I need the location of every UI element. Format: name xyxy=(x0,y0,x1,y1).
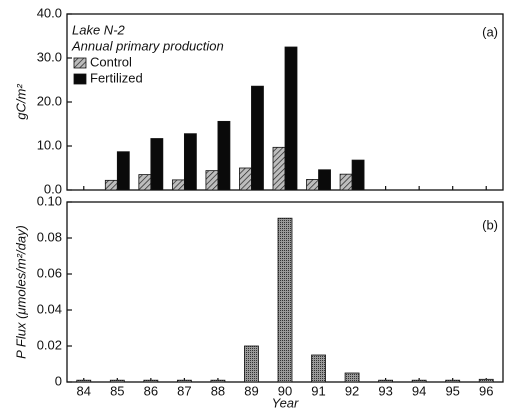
bar xyxy=(318,169,331,191)
bar xyxy=(116,151,130,191)
x-tick-label: 91 xyxy=(311,383,325,398)
y-tick-label: 0.02 xyxy=(37,337,62,352)
bar xyxy=(277,217,293,383)
bar xyxy=(478,378,494,383)
bar xyxy=(183,133,197,191)
legend-label: Control xyxy=(90,54,132,69)
bar xyxy=(411,379,427,383)
bar xyxy=(244,345,259,383)
x-tick-label: 85 xyxy=(110,383,124,398)
bar xyxy=(104,179,118,191)
x-tick-label: 94 xyxy=(412,383,426,398)
y-tick-label: 0.08 xyxy=(37,229,62,244)
bar xyxy=(251,85,264,191)
bar xyxy=(378,379,394,383)
y-tick-label: 20.0 xyxy=(37,93,62,108)
bar xyxy=(284,46,298,191)
y-tick-label: 40.0 xyxy=(37,5,62,20)
bar xyxy=(306,179,319,191)
y-axis-label: P Flux (μmoles/m²/day) xyxy=(13,225,28,359)
legend-swatch xyxy=(73,57,87,69)
y-tick-label: 0 xyxy=(55,373,62,388)
bar xyxy=(76,379,92,383)
bar xyxy=(445,379,461,383)
bar xyxy=(171,179,185,191)
y-tick-label: 10.0 xyxy=(37,137,62,152)
panel-label: (a) xyxy=(482,24,498,39)
x-tick-label: 93 xyxy=(378,383,392,398)
y-tick-label: 0.10 xyxy=(37,193,62,208)
chart-title: Lake N-2 xyxy=(72,22,126,37)
bar xyxy=(210,379,226,383)
x-tick-label: 84 xyxy=(77,383,91,398)
bar xyxy=(239,167,252,191)
bar xyxy=(217,120,231,191)
bar xyxy=(150,138,164,191)
bar xyxy=(339,173,353,191)
bar xyxy=(344,372,360,383)
bar xyxy=(138,174,152,191)
bar xyxy=(205,170,219,191)
y-tick-label: 0.06 xyxy=(37,265,62,280)
bar xyxy=(311,354,326,383)
x-tick-label: 90 xyxy=(278,383,292,398)
legend-label: Fertilized xyxy=(90,70,143,85)
y-tick-label: 0.0 xyxy=(44,181,62,196)
x-tick-label: 88 xyxy=(211,383,225,398)
bar xyxy=(176,379,192,383)
x-tick-label: 95 xyxy=(445,383,459,398)
x-tick-label: 87 xyxy=(177,383,191,398)
y-axis-label: gC/m² xyxy=(13,84,28,120)
x-tick-label: 96 xyxy=(479,383,493,398)
x-tick-label: 89 xyxy=(244,383,258,398)
bar xyxy=(109,379,125,383)
chart-subtitle: Annual primary production xyxy=(71,38,224,53)
bar xyxy=(351,159,365,191)
legend-swatch xyxy=(73,73,87,85)
y-tick-label: 30.0 xyxy=(37,49,62,64)
x-tick-label: 86 xyxy=(144,383,158,398)
x-axis-label: Year xyxy=(272,395,299,410)
bar xyxy=(272,146,286,191)
bar xyxy=(143,379,159,383)
panel-label: (b) xyxy=(482,217,498,232)
y-tick-label: 0.04 xyxy=(37,301,62,316)
x-tick-label: 92 xyxy=(345,383,359,398)
